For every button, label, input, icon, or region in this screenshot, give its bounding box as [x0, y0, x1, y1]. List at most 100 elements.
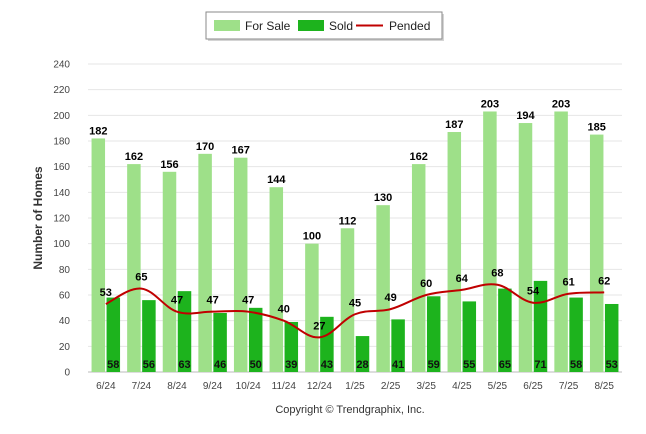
data-label-sold: 28 — [356, 359, 368, 371]
bar-for-sale — [91, 138, 106, 372]
y-tick-label: 100 — [53, 239, 70, 250]
x-tick-label: 12/24 — [307, 381, 332, 392]
x-tick-label: 4/25 — [452, 381, 472, 392]
x-tick-label: 7/25 — [559, 381, 579, 392]
data-label-pended: 62 — [598, 275, 610, 287]
data-label-sold: 50 — [250, 359, 262, 371]
data-label-sold: 39 — [285, 359, 297, 371]
y-tick-label: 220 — [53, 85, 70, 96]
y-tick-label: 200 — [53, 111, 70, 122]
y-tick-label: 20 — [59, 342, 71, 353]
data-label-for-sale: 187 — [445, 119, 463, 131]
data-label-for-sale: 203 — [552, 98, 570, 110]
data-label-pended: 40 — [278, 304, 290, 316]
bar-for-sale — [554, 111, 568, 372]
data-label-sold: 53 — [606, 359, 618, 371]
data-label-pended: 49 — [384, 292, 396, 304]
data-label-for-sale: 156 — [160, 159, 178, 171]
legend-swatch-sold — [298, 20, 324, 31]
legend-label-for-sale: For Sale — [245, 19, 291, 33]
data-label-pended: 47 — [206, 295, 218, 307]
y-tick-label: 160 — [53, 162, 70, 173]
copyright-credit: Copyright © Trendgraphix, Inc. — [275, 404, 424, 416]
data-label-sold: 58 — [570, 359, 582, 371]
bar-for-sale — [483, 111, 497, 372]
bar-for-sale — [305, 243, 319, 372]
x-tick-label: 3/25 — [416, 381, 436, 392]
y-tick-label: 140 — [53, 188, 70, 199]
bar-for-sale — [411, 164, 426, 372]
bar-sold — [142, 300, 156, 372]
bar-sold — [284, 321, 299, 372]
data-label-pended: 53 — [100, 287, 112, 299]
data-label-for-sale: 194 — [516, 110, 535, 122]
x-tick-label: 6/25 — [523, 381, 543, 392]
bar-for-sale — [162, 171, 177, 372]
data-label-for-sale: 170 — [196, 141, 214, 153]
x-tick-label: 9/24 — [203, 381, 223, 392]
line-pended — [105, 283, 605, 339]
bar-sold — [498, 288, 512, 372]
data-label-pended: 47 — [171, 295, 183, 307]
data-label-sold: 71 — [534, 359, 546, 371]
data-label-sold: 56 — [143, 359, 155, 371]
bar-sold — [106, 297, 121, 372]
data-label-sold: 63 — [178, 359, 190, 371]
legend-label-pended: Pended — [389, 19, 430, 33]
bar-for-sale — [340, 228, 355, 372]
y-tick-label: 80 — [59, 265, 71, 276]
data-label-for-sale: 162 — [125, 151, 143, 163]
bar-sold — [355, 336, 370, 372]
data-label-pended: 60 — [420, 278, 432, 290]
bar-for-sale — [233, 157, 248, 372]
bar-sold — [213, 312, 227, 372]
x-tick-label: 6/24 — [96, 381, 116, 392]
x-tick-label: 7/24 — [132, 381, 152, 392]
data-label-sold: 58 — [107, 359, 119, 371]
data-label-for-sale: 144 — [267, 174, 286, 186]
x-tick-label: 11/24 — [272, 381, 297, 392]
bar-for-sale — [589, 134, 604, 372]
data-label-sold: 46 — [214, 359, 226, 371]
data-label-pended: 64 — [456, 273, 469, 285]
data-label-for-sale: 100 — [303, 231, 321, 243]
data-label-for-sale: 182 — [89, 125, 107, 137]
data-label-for-sale: 167 — [232, 145, 250, 157]
x-tick-label: 10/24 — [236, 381, 261, 392]
bar-sold — [569, 297, 583, 372]
data-label-for-sale: 203 — [481, 98, 499, 110]
x-tick-label: 8/24 — [167, 381, 187, 392]
data-label-for-sale: 185 — [588, 122, 606, 134]
bar-sold — [320, 316, 334, 372]
bar-for-sale — [127, 164, 141, 372]
data-label-sold: 65 — [499, 359, 511, 371]
bar-for-sale — [269, 187, 284, 372]
x-tick-label: 1/25 — [345, 381, 365, 392]
data-label-pended: 27 — [313, 320, 325, 332]
bar-for-sale — [198, 153, 212, 372]
data-label-pended: 68 — [491, 268, 503, 280]
y-axis-label: Number of Homes — [31, 166, 45, 270]
bar-sold — [248, 307, 263, 372]
bar-sold — [177, 291, 192, 372]
data-label-pended: 61 — [562, 277, 574, 289]
data-label-for-sale: 130 — [374, 192, 392, 204]
data-label-pended: 54 — [527, 286, 540, 298]
data-label-sold: 41 — [392, 359, 404, 371]
data-label-pended: 65 — [135, 272, 147, 284]
legend-swatch-for-sale — [214, 20, 240, 31]
x-tick-label: 2/25 — [381, 381, 401, 392]
bar-for-sale — [376, 205, 390, 372]
bar-sold — [426, 296, 441, 372]
data-label-for-sale: 162 — [410, 151, 428, 163]
y-tick-label: 40 — [59, 316, 71, 327]
legend-label-sold: Sold — [329, 19, 353, 33]
bar-sold — [604, 303, 619, 372]
bar-sold — [391, 319, 405, 372]
y-tick-label: 180 — [53, 137, 70, 148]
data-label-pended: 47 — [242, 295, 254, 307]
data-label-sold: 43 — [321, 359, 333, 371]
data-label-sold: 59 — [428, 359, 440, 371]
data-label-for-sale: 112 — [339, 215, 357, 227]
